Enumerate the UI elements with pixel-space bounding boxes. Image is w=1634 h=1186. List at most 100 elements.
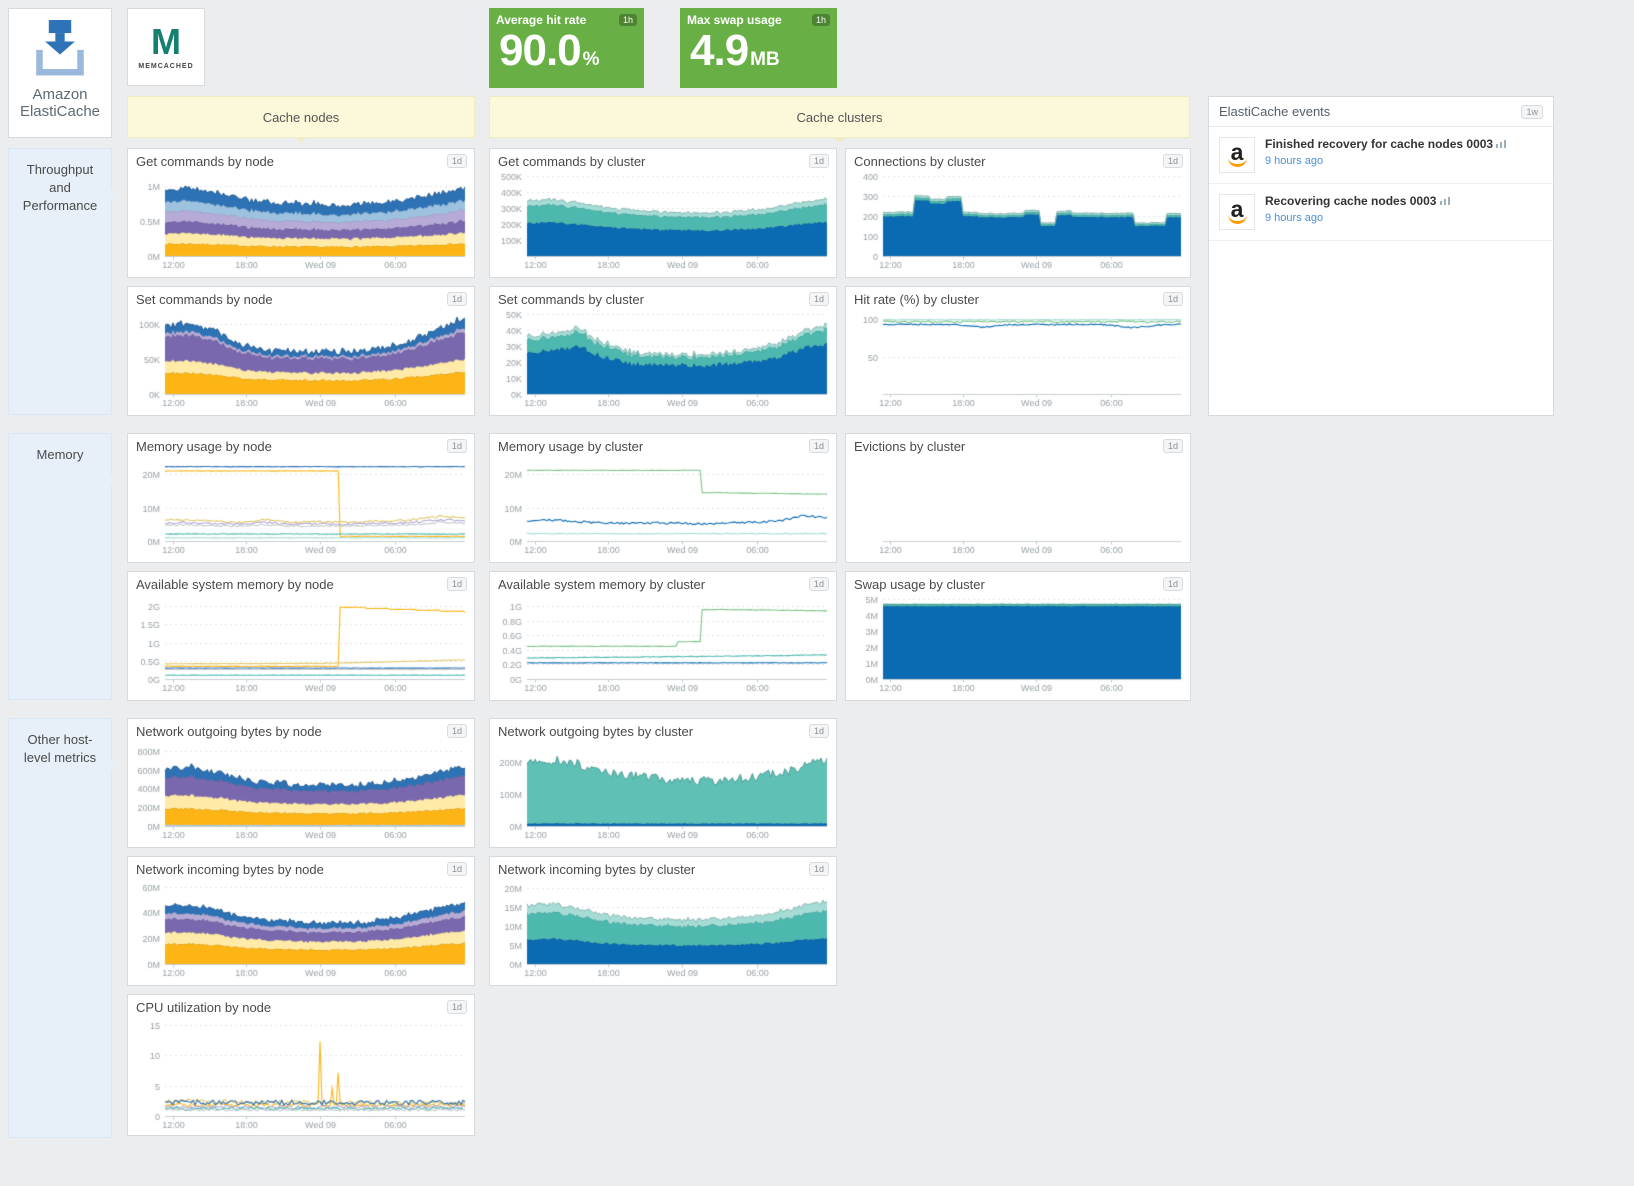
memcached-logo: M MEMCACHED <box>127 8 205 86</box>
events-header: ElastiCache events 1w <box>1209 97 1553 127</box>
timeframe-badge: 1d <box>808 862 829 876</box>
elasticache-icon <box>36 20 84 76</box>
chart-header: Get commands by cluster 1d <box>490 149 836 171</box>
timeframe-badge: 1d <box>808 439 829 453</box>
query-value-max-swap-usage: Max swap usage 1h 4.9 MB <box>680 8 837 88</box>
timeframe-badge: 1d <box>808 724 829 738</box>
chart-tile-evictions-by-cluster: Evictions by cluster 1d <box>845 433 1191 563</box>
chart-canvas-set-commands-by-node[interactable] <box>131 309 471 409</box>
events-title: ElastiCache events <box>1219 104 1331 119</box>
timeframe-badge: 1d <box>446 1000 467 1014</box>
chart-tile-connections-by-cluster: Connections by cluster 1d <box>845 148 1191 278</box>
timeframe-badge: 1d <box>1162 577 1183 591</box>
chart-tile-memory-usage-by-node: Memory usage by node 1d <box>127 433 475 563</box>
timeframe-badge: 1d <box>1162 154 1183 168</box>
event-item[interactable]: a Recovering cache nodes 0003 9 hours ag… <box>1209 184 1553 241</box>
logo-line1: Amazon <box>32 86 88 103</box>
amazon-swoosh-icon <box>1227 157 1247 168</box>
chart-title: Swap usage by cluster <box>854 576 985 592</box>
chart-tile-swap-usage-by-cluster: Swap usage by cluster 1d <box>845 571 1191 701</box>
chart-title: Network outgoing bytes by node <box>136 723 322 739</box>
event-body: Recovering cache nodes 0003 9 hours ago <box>1265 194 1450 230</box>
section-label-other-host-level-metrics: Other host-level metrics <box>8 718 117 1138</box>
chart-header: Set commands by cluster 1d <box>490 287 836 309</box>
chart-tile-get-commands-by-node: Get commands by node 1d <box>127 148 475 278</box>
chart-header: Network incoming bytes by node 1d <box>128 857 474 879</box>
chart-title: Evictions by cluster <box>854 438 966 454</box>
chart-header: Get commands by node 1d <box>128 149 474 171</box>
memcached-label: MEMCACHED <box>138 63 194 70</box>
chart-tile-get-commands-by-cluster: Get commands by cluster 1d <box>489 148 837 278</box>
chart-header: CPU utilization by node 1d <box>128 995 474 1017</box>
chart-title: Hit rate (%) by cluster <box>854 291 979 307</box>
chart-title: Get commands by cluster <box>498 153 646 169</box>
query-value-title: Max swap usage <box>687 13 782 27</box>
query-value-header: Average hit rate 1h <box>489 8 644 27</box>
chart-canvas-memory-usage-by-node[interactable] <box>131 456 471 556</box>
query-value-header: Max swap usage 1h <box>680 8 837 27</box>
chart-tile-network-incoming-bytes-by-cluster: Network incoming bytes by cluster 1d <box>489 856 837 986</box>
chart-header: Available system memory by cluster 1d <box>490 572 836 594</box>
event-item[interactable]: a Finished recovery for cache nodes 0003… <box>1209 127 1553 184</box>
amazon-icon: a <box>1219 137 1255 173</box>
chart-title: Connections by cluster <box>854 153 986 169</box>
chart-title: Set commands by node <box>136 291 273 307</box>
chart-canvas-available-system-memory-by-node[interactable] <box>131 594 471 694</box>
memcached-m-icon: M <box>151 21 181 62</box>
chart-canvas-swap-usage-by-cluster[interactable] <box>849 594 1187 694</box>
chart-title: Network outgoing bytes by cluster <box>498 723 694 739</box>
chart-canvas-network-incoming-bytes-by-node[interactable] <box>131 879 471 979</box>
event-title: Finished recovery for cache nodes 0003 <box>1265 137 1494 151</box>
chart-canvas-memory-usage-by-cluster[interactable] <box>493 456 833 556</box>
chart-canvas-network-incoming-bytes-by-cluster[interactable] <box>493 879 833 979</box>
timeframe-badge: 1d <box>1162 439 1183 453</box>
query-value-title: Average hit rate <box>496 13 587 27</box>
chart-canvas-cpu-utilization-by-node[interactable] <box>131 1017 471 1131</box>
chart-canvas-get-commands-by-node[interactable] <box>131 171 471 271</box>
chart-canvas-hit-rate-by-cluster[interactable] <box>849 309 1187 409</box>
chart-canvas-connections-by-cluster[interactable] <box>849 171 1187 271</box>
timeframe-badge: 1d <box>808 154 829 168</box>
band-cache-clusters: Cache clusters <box>489 96 1190 143</box>
timeframe-badge: 1d <box>446 724 467 738</box>
band-cache-nodes: Cache nodes <box>127 96 475 143</box>
section-label-throughput-and-performance: Throughput and Performance <box>8 148 117 415</box>
timeframe-badge: 1d <box>446 292 467 306</box>
chart-header: Network incoming bytes by cluster 1d <box>490 857 836 879</box>
query-value-unit: % <box>582 49 600 70</box>
chart-tile-set-commands-by-cluster: Set commands by cluster 1d <box>489 286 837 416</box>
query-value-number: 90.0 <box>499 26 582 75</box>
event-body: Finished recovery for cache nodes 0003 9… <box>1265 137 1507 173</box>
event-time[interactable]: 9 hours ago <box>1265 212 1324 224</box>
timeframe-badge: 1h <box>618 14 637 26</box>
timeframe-badge: 1d <box>1162 292 1183 306</box>
chart-header: Memory usage by node 1d <box>128 434 474 456</box>
event-title: Recovering cache nodes 0003 <box>1265 194 1437 208</box>
chart-title: Network incoming bytes by cluster <box>498 861 696 877</box>
chart-canvas-evictions-by-cluster[interactable] <box>849 456 1187 556</box>
timeframe-badge: 1d <box>446 439 467 453</box>
chart-header: Memory usage by cluster 1d <box>490 434 836 456</box>
amazon-swoosh-icon <box>1227 214 1247 225</box>
chart-canvas-available-system-memory-by-cluster[interactable] <box>493 594 833 694</box>
query-value-unit: MB <box>750 49 780 70</box>
chart-title: Set commands by cluster <box>498 291 644 307</box>
chart-canvas-network-outgoing-bytes-by-node[interactable] <box>131 741 471 841</box>
chart-tile-hit-rate-by-cluster: Hit rate (%) by cluster 1d <box>845 286 1191 416</box>
event-time[interactable]: 9 hours ago <box>1265 155 1324 167</box>
chart-tile-memory-usage-by-cluster: Memory usage by cluster 1d <box>489 433 837 563</box>
query-value-average-hit-rate: Average hit rate 1h 90.0 % <box>489 8 644 88</box>
chart-title: Memory usage by cluster <box>498 438 644 454</box>
chart-canvas-set-commands-by-cluster[interactable] <box>493 309 833 409</box>
section-label-memory: Memory <box>8 433 117 700</box>
query-value: 4.9 MB <box>680 27 837 75</box>
chart-canvas-network-outgoing-bytes-by-cluster[interactable] <box>493 741 833 841</box>
chart-tile-available-system-memory-by-cluster: Available system memory by cluster 1d <box>489 571 837 701</box>
timeframe-badge: 1d <box>446 862 467 876</box>
chart-tile-network-outgoing-bytes-by-node: Network outgoing bytes by node 1d <box>127 718 475 848</box>
chart-header: Connections by cluster 1d <box>846 149 1190 171</box>
chart-title: CPU utilization by node <box>136 999 272 1015</box>
chart-canvas-get-commands-by-cluster[interactable] <box>493 171 833 271</box>
chart-tile-network-incoming-bytes-by-node: Network incoming bytes by node 1d <box>127 856 475 986</box>
